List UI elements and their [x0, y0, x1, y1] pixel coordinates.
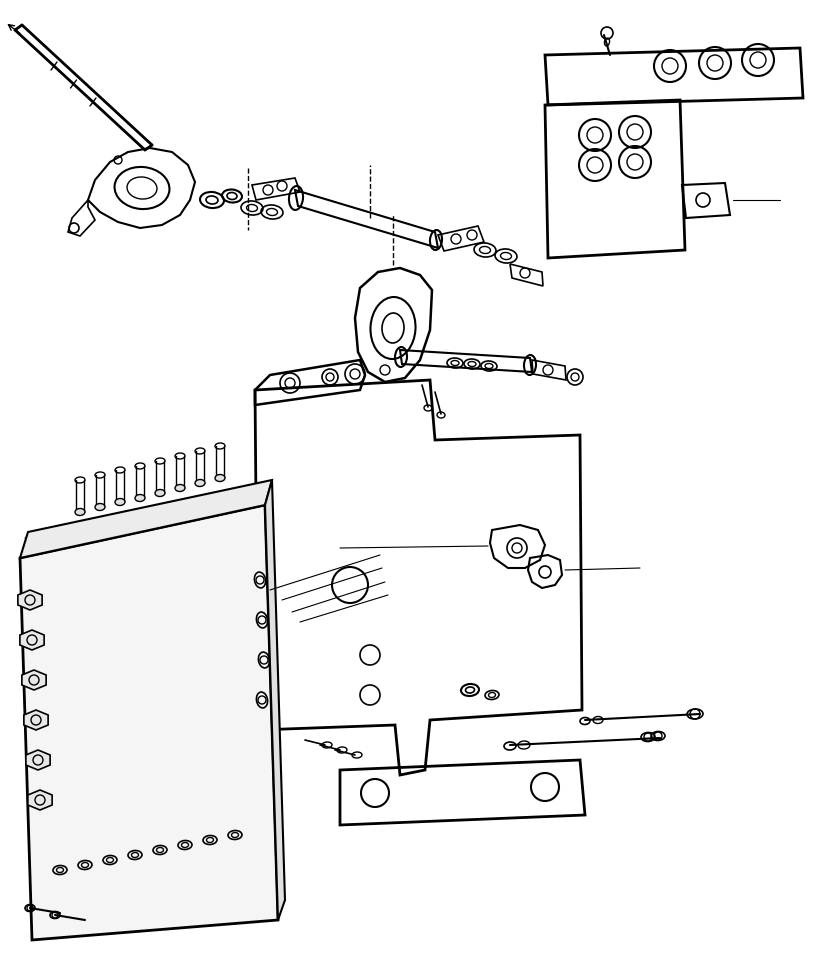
Polygon shape	[26, 750, 50, 770]
Polygon shape	[18, 590, 42, 610]
Polygon shape	[20, 630, 44, 650]
Ellipse shape	[155, 489, 165, 497]
Ellipse shape	[115, 499, 125, 506]
Ellipse shape	[135, 494, 145, 502]
Polygon shape	[22, 670, 46, 690]
Ellipse shape	[195, 480, 205, 486]
Ellipse shape	[175, 484, 185, 491]
Ellipse shape	[95, 504, 105, 510]
Ellipse shape	[215, 475, 225, 482]
Ellipse shape	[75, 509, 85, 515]
Polygon shape	[265, 480, 285, 920]
Polygon shape	[20, 480, 272, 558]
Polygon shape	[20, 505, 278, 940]
Polygon shape	[24, 710, 48, 730]
Polygon shape	[28, 790, 52, 810]
